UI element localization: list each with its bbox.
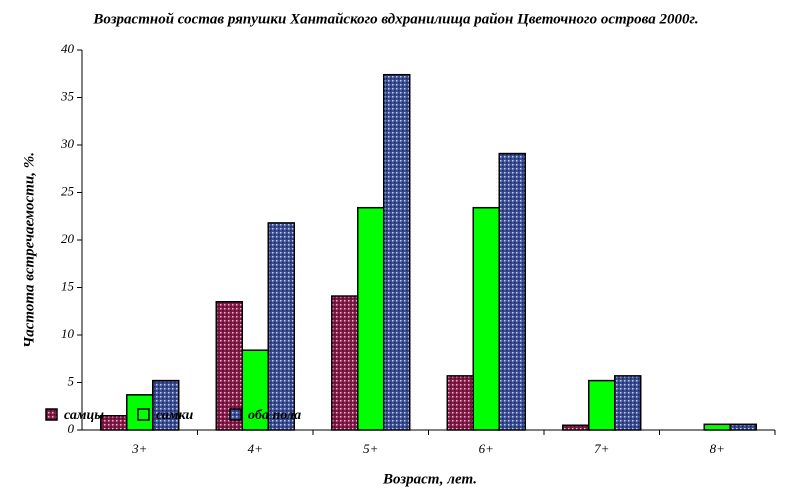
bar	[588, 379, 616, 431]
x-tick-label: 3+	[131, 441, 147, 456]
x-tick-label: 8+	[710, 441, 725, 456]
y-tick-label: 40	[61, 41, 75, 56]
legend-label: самцы	[64, 408, 104, 423]
legend-label: оба пола	[248, 408, 301, 423]
x-tick-label: 4+	[248, 441, 263, 456]
y-axis-title: Частота встречаемости, %.	[21, 152, 37, 348]
x-tick-label: 5+	[363, 441, 378, 456]
legend-swatch	[229, 408, 242, 421]
bar	[100, 415, 128, 431]
bar	[241, 349, 269, 431]
bar	[472, 206, 500, 431]
y-tick-label: 35	[60, 88, 75, 103]
bar	[703, 423, 731, 431]
y-tick-label: 0	[68, 421, 75, 436]
x-tick-label: 7+	[594, 441, 609, 456]
y-tick-label: 10	[61, 326, 75, 341]
bar	[498, 152, 526, 431]
bar	[729, 423, 757, 431]
bar	[357, 206, 385, 431]
bar	[446, 375, 475, 431]
bar	[267, 222, 295, 431]
chart-title: Возрастной состав ряпушки Хантайского вд…	[92, 11, 698, 27]
bar	[382, 73, 411, 431]
bar	[151, 379, 180, 431]
y-tick-label: 20	[61, 231, 75, 246]
y-tick-label: 15	[61, 278, 75, 293]
y-tick-label: 30	[60, 136, 75, 151]
bar	[613, 375, 642, 431]
x-axis-title: Возраст, лет.	[382, 471, 477, 487]
y-tick-label: 25	[61, 183, 75, 198]
bar	[331, 295, 359, 431]
legend-label: самки	[156, 408, 194, 423]
bar	[562, 424, 590, 431]
legend-swatch	[137, 408, 150, 421]
x-tick-label: 6+	[479, 441, 494, 456]
legend-swatch	[45, 408, 58, 421]
y-tick-label: 5	[68, 373, 75, 388]
